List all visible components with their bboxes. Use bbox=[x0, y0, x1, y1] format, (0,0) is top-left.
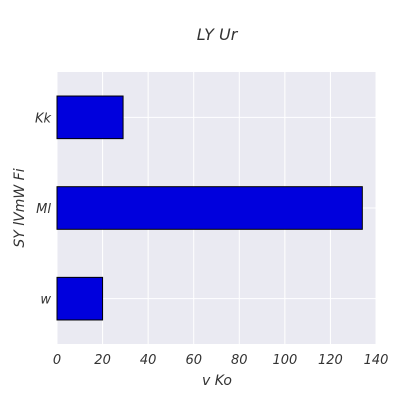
bar-kk bbox=[56, 95, 124, 140]
y-axis-label: SY lVmW Fi bbox=[12, 168, 28, 247]
x-axis-label: v Ko bbox=[202, 373, 232, 389]
x-tick-labels: 0 20 40 60 80 100 120 140 bbox=[53, 353, 389, 368]
x-tick-label: 120 bbox=[318, 353, 343, 368]
y-tick-label: Kk bbox=[35, 111, 52, 126]
x-tick-label: 60 bbox=[185, 353, 202, 368]
y-tick-label: Ml bbox=[36, 202, 51, 217]
bar-ml bbox=[56, 186, 363, 230]
chart-title: LY Ur bbox=[197, 25, 239, 44]
bars bbox=[56, 95, 363, 321]
bar-w bbox=[56, 276, 104, 321]
x-tick-label: 40 bbox=[140, 353, 157, 368]
x-tick-label: 20 bbox=[94, 353, 111, 368]
x-tick-label: 80 bbox=[231, 353, 248, 368]
x-tick-label: 140 bbox=[364, 353, 389, 368]
y-tick-label: w bbox=[40, 293, 51, 308]
x-tick-label: 100 bbox=[272, 353, 297, 368]
y-tick-labels: w Ml Kk bbox=[35, 111, 52, 307]
x-tick-label: 0 bbox=[53, 353, 61, 368]
